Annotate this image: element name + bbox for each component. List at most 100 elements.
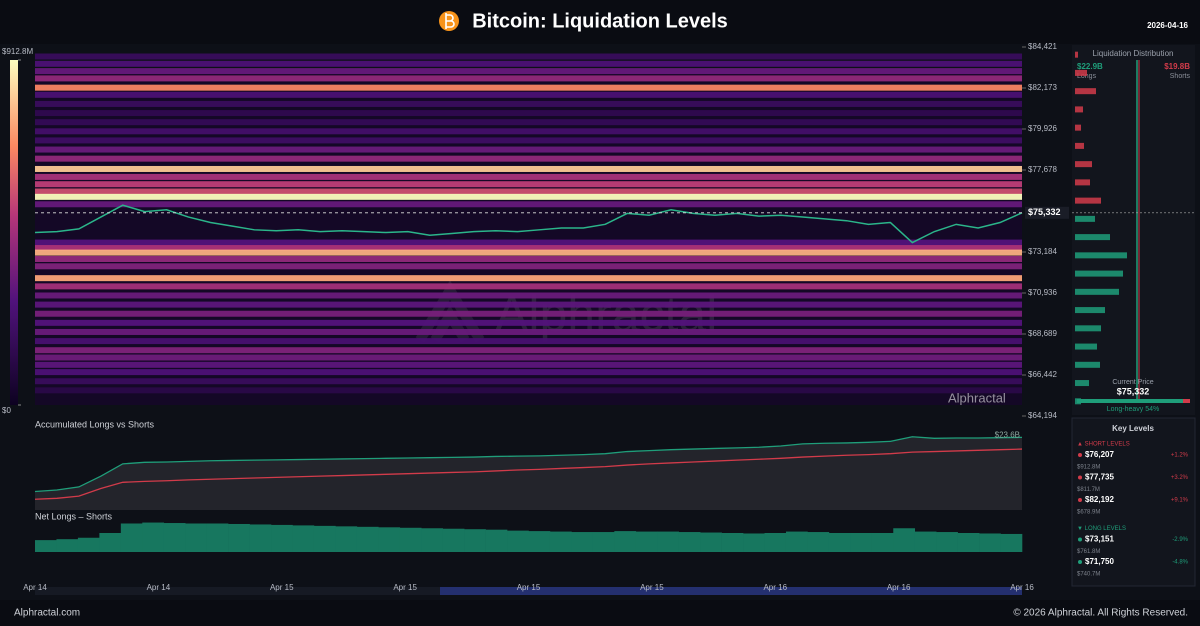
liquidation-band [35, 328, 1022, 335]
liquidation-band [35, 354, 1022, 361]
net-bar [77, 537, 100, 552]
net-bar [464, 529, 486, 552]
liquidation-band [35, 292, 1022, 299]
net-bar [893, 528, 916, 552]
net-bar [678, 532, 701, 552]
net-bar [356, 526, 379, 552]
level-dot [1078, 537, 1082, 542]
net-bar [1000, 533, 1023, 552]
panel-title: Accumulated Longs vs Shorts [35, 419, 155, 429]
y-tick-label: $64,194 [1028, 411, 1057, 420]
distribution-bar [1075, 325, 1101, 332]
net-bar [785, 531, 808, 552]
legend-label: Longs [1077, 73, 1097, 80]
net-bar [528, 531, 551, 552]
net-bar [571, 532, 594, 552]
level-price: $71,750 [1085, 557, 1114, 566]
distribution-bar [1075, 161, 1092, 168]
level-size: $912.8M [1077, 465, 1100, 471]
net-bar [807, 532, 830, 552]
liquidation-band [35, 256, 1022, 263]
distribution-bar [1075, 234, 1110, 241]
y-tick-label: $70,936 [1028, 288, 1057, 297]
distribution-bar [1075, 343, 1097, 350]
level-size: $740.7M [1077, 572, 1100, 578]
date: 2026-04-16 [1147, 21, 1188, 30]
colorbar-label: $0 [2, 406, 11, 415]
net-bar [442, 528, 465, 552]
net-bar [507, 530, 529, 552]
net-bar [421, 528, 443, 552]
liquidation-band [35, 181, 1022, 188]
y-tick-label: $68,689 [1028, 329, 1057, 338]
scrollbar-thumb[interactable] [440, 587, 1022, 595]
level-dot [1078, 498, 1082, 502]
net-bar [292, 525, 315, 552]
current-price-tag [1025, 206, 1069, 219]
key-levels-title: Key Levels [1112, 424, 1154, 433]
current-price-title: Current Price [1112, 379, 1153, 386]
liquidation-band [35, 110, 1022, 117]
x-tick-label: Apr 15 [393, 583, 417, 592]
liquidation-band [35, 84, 1022, 91]
x-tick-label: Apr 14 [147, 583, 171, 592]
liquidation-band [35, 245, 1022, 252]
net-bar [485, 529, 508, 552]
y-tick-label: $73,184 [1028, 247, 1057, 256]
liquidation-band [35, 275, 1022, 282]
liquidation-band [35, 249, 1022, 256]
distribution-total: $19.8B [1164, 62, 1190, 71]
net-bar [313, 525, 336, 552]
liquidation-band [35, 60, 1022, 67]
annotation: $23.6B [995, 430, 1020, 439]
current-price-label: $75,332 [1028, 207, 1061, 217]
level-size: $811.7M [1077, 487, 1100, 493]
panel-title: Net Longs – Shorts [35, 511, 113, 521]
liquidation-band [35, 100, 1022, 107]
level-change: +3.2% [1171, 475, 1189, 481]
liquidation-band [35, 146, 1022, 153]
net-bar [206, 523, 229, 552]
level-price: $73,151 [1085, 535, 1114, 544]
x-tick-label: Apr 16 [763, 583, 787, 592]
liquidation-band [35, 301, 1022, 308]
net-bar [335, 526, 358, 552]
distribution-bar [1075, 380, 1089, 387]
colorbar-label: $912.8M [2, 47, 33, 56]
level-price: $82,192 [1085, 495, 1114, 504]
net-bar [979, 533, 1001, 552]
x-tick-label: Apr 15 [517, 583, 541, 592]
net-bar [764, 533, 787, 552]
header-bar [0, 0, 1200, 44]
liquidation-band [35, 165, 1022, 172]
bias-bar-longs [1077, 399, 1183, 403]
liquidation-band [35, 347, 1022, 354]
distribution-bar [1075, 51, 1078, 58]
liquidation-band [35, 283, 1022, 290]
net-bar [614, 531, 637, 552]
y-tick-label: $77,678 [1028, 165, 1057, 174]
net-bar [871, 533, 894, 552]
bias-label: Long-heavy 54% [1107, 406, 1160, 413]
distribution-bar [1075, 106, 1083, 113]
key-levels-header: ▲ SHORT LEVELS [1077, 442, 1130, 448]
net-bar [99, 533, 122, 552]
liquidation-band [35, 201, 1022, 208]
page-title: Bitcoin: Liquidation Levels [472, 10, 728, 32]
net-bar [35, 540, 57, 552]
distribution-bar [1075, 142, 1084, 149]
distribution-bar [1075, 361, 1100, 368]
net-bar [657, 531, 679, 552]
y-tick-label: $66,442 [1028, 370, 1057, 379]
footer-right: © 2026 Alphractal. All Rights Reserved. [1013, 608, 1188, 619]
x-tick-label: Apr 14 [23, 583, 47, 592]
level-change: -2.9% [1172, 537, 1188, 543]
net-bar [700, 532, 722, 552]
footer-bar [0, 600, 1200, 626]
distribution-bar [1075, 197, 1101, 204]
net-bar [957, 533, 980, 552]
liquidation-band [35, 188, 1022, 195]
distribution-bar [1075, 398, 1081, 405]
level-size: $761.8M [1077, 549, 1100, 555]
distribution-bar [1075, 270, 1123, 277]
